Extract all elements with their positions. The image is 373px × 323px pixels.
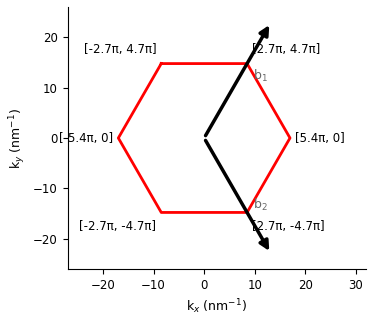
Text: b$_2$: b$_2$ (253, 196, 268, 213)
Y-axis label: k$_y$ (nm$^{-1}$): k$_y$ (nm$^{-1}$) (7, 108, 28, 169)
Text: [2.7π, -4.7π]: [2.7π, -4.7π] (252, 220, 325, 233)
Text: b$_1$: b$_1$ (253, 68, 268, 84)
Text: [-5.4π, 0]: [-5.4π, 0] (59, 131, 113, 144)
Text: [-2.7π, 4.7π]: [-2.7π, 4.7π] (84, 43, 157, 56)
Text: [-2.7π, -4.7π]: [-2.7π, -4.7π] (79, 220, 157, 233)
X-axis label: k$_x$ (nm$^{-1}$): k$_x$ (nm$^{-1}$) (186, 297, 247, 316)
Text: [5.4π, 0]: [5.4π, 0] (295, 131, 345, 144)
Text: [2.7π, 4.7π]: [2.7π, 4.7π] (252, 43, 320, 56)
